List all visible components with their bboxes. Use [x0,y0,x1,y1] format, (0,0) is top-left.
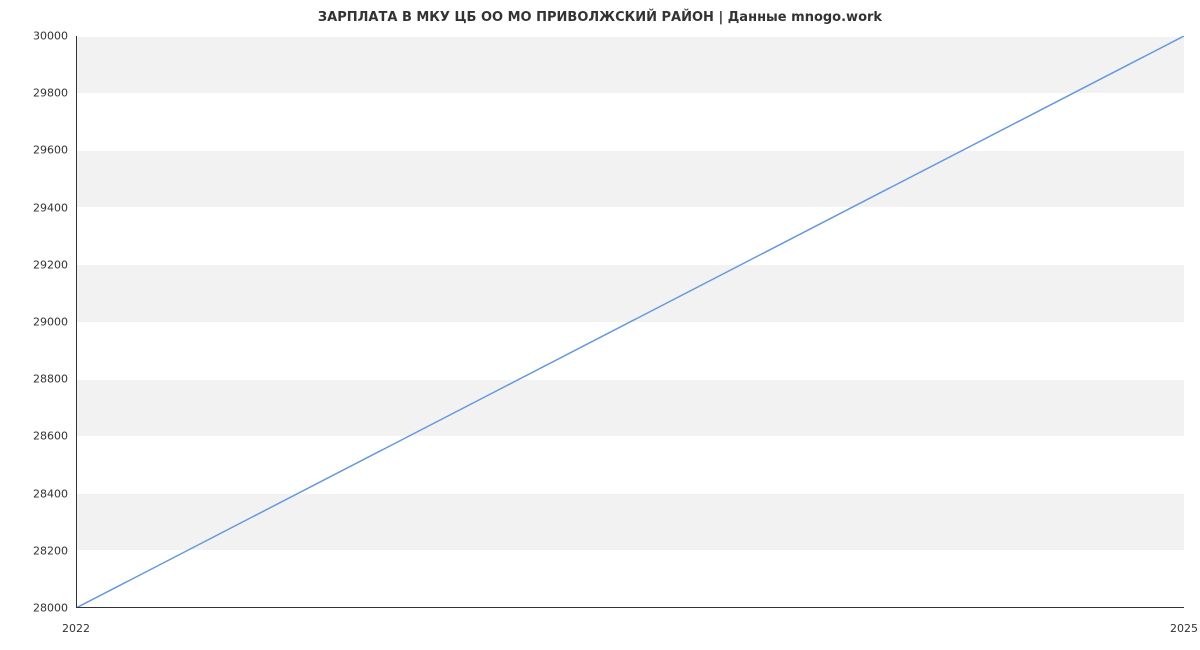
y-tick-label: 29200 [33,258,68,271]
series-line-salary [76,36,1184,608]
y-tick-label: 28400 [33,487,68,500]
y-tick-label: 30000 [33,30,68,43]
y-tick-label: 28600 [33,430,68,443]
y-tick-label: 29000 [33,316,68,329]
y-tick-label: 29600 [33,144,68,157]
x-tick-label: 2022 [62,622,90,635]
y-tick-label: 28800 [33,373,68,386]
salary-line-chart: ЗАРПЛАТА В МКУ ЦБ ОО МО ПРИВОЛЖСКИЙ РАЙО… [0,0,1200,650]
axis-spine-bottom [76,607,1184,608]
y-tick-label: 29800 [33,87,68,100]
chart-title: ЗАРПЛАТА В МКУ ЦБ ОО МО ПРИВОЛЖСКИЙ РАЙО… [0,10,1200,25]
y-tick-label: 28200 [33,544,68,557]
axis-spine-left [76,36,77,608]
x-tick-label: 2025 [1170,622,1198,635]
y-tick-label: 29400 [33,201,68,214]
plot-area [76,36,1184,608]
y-tick-label: 28000 [33,602,68,615]
line-series-svg [76,36,1184,608]
